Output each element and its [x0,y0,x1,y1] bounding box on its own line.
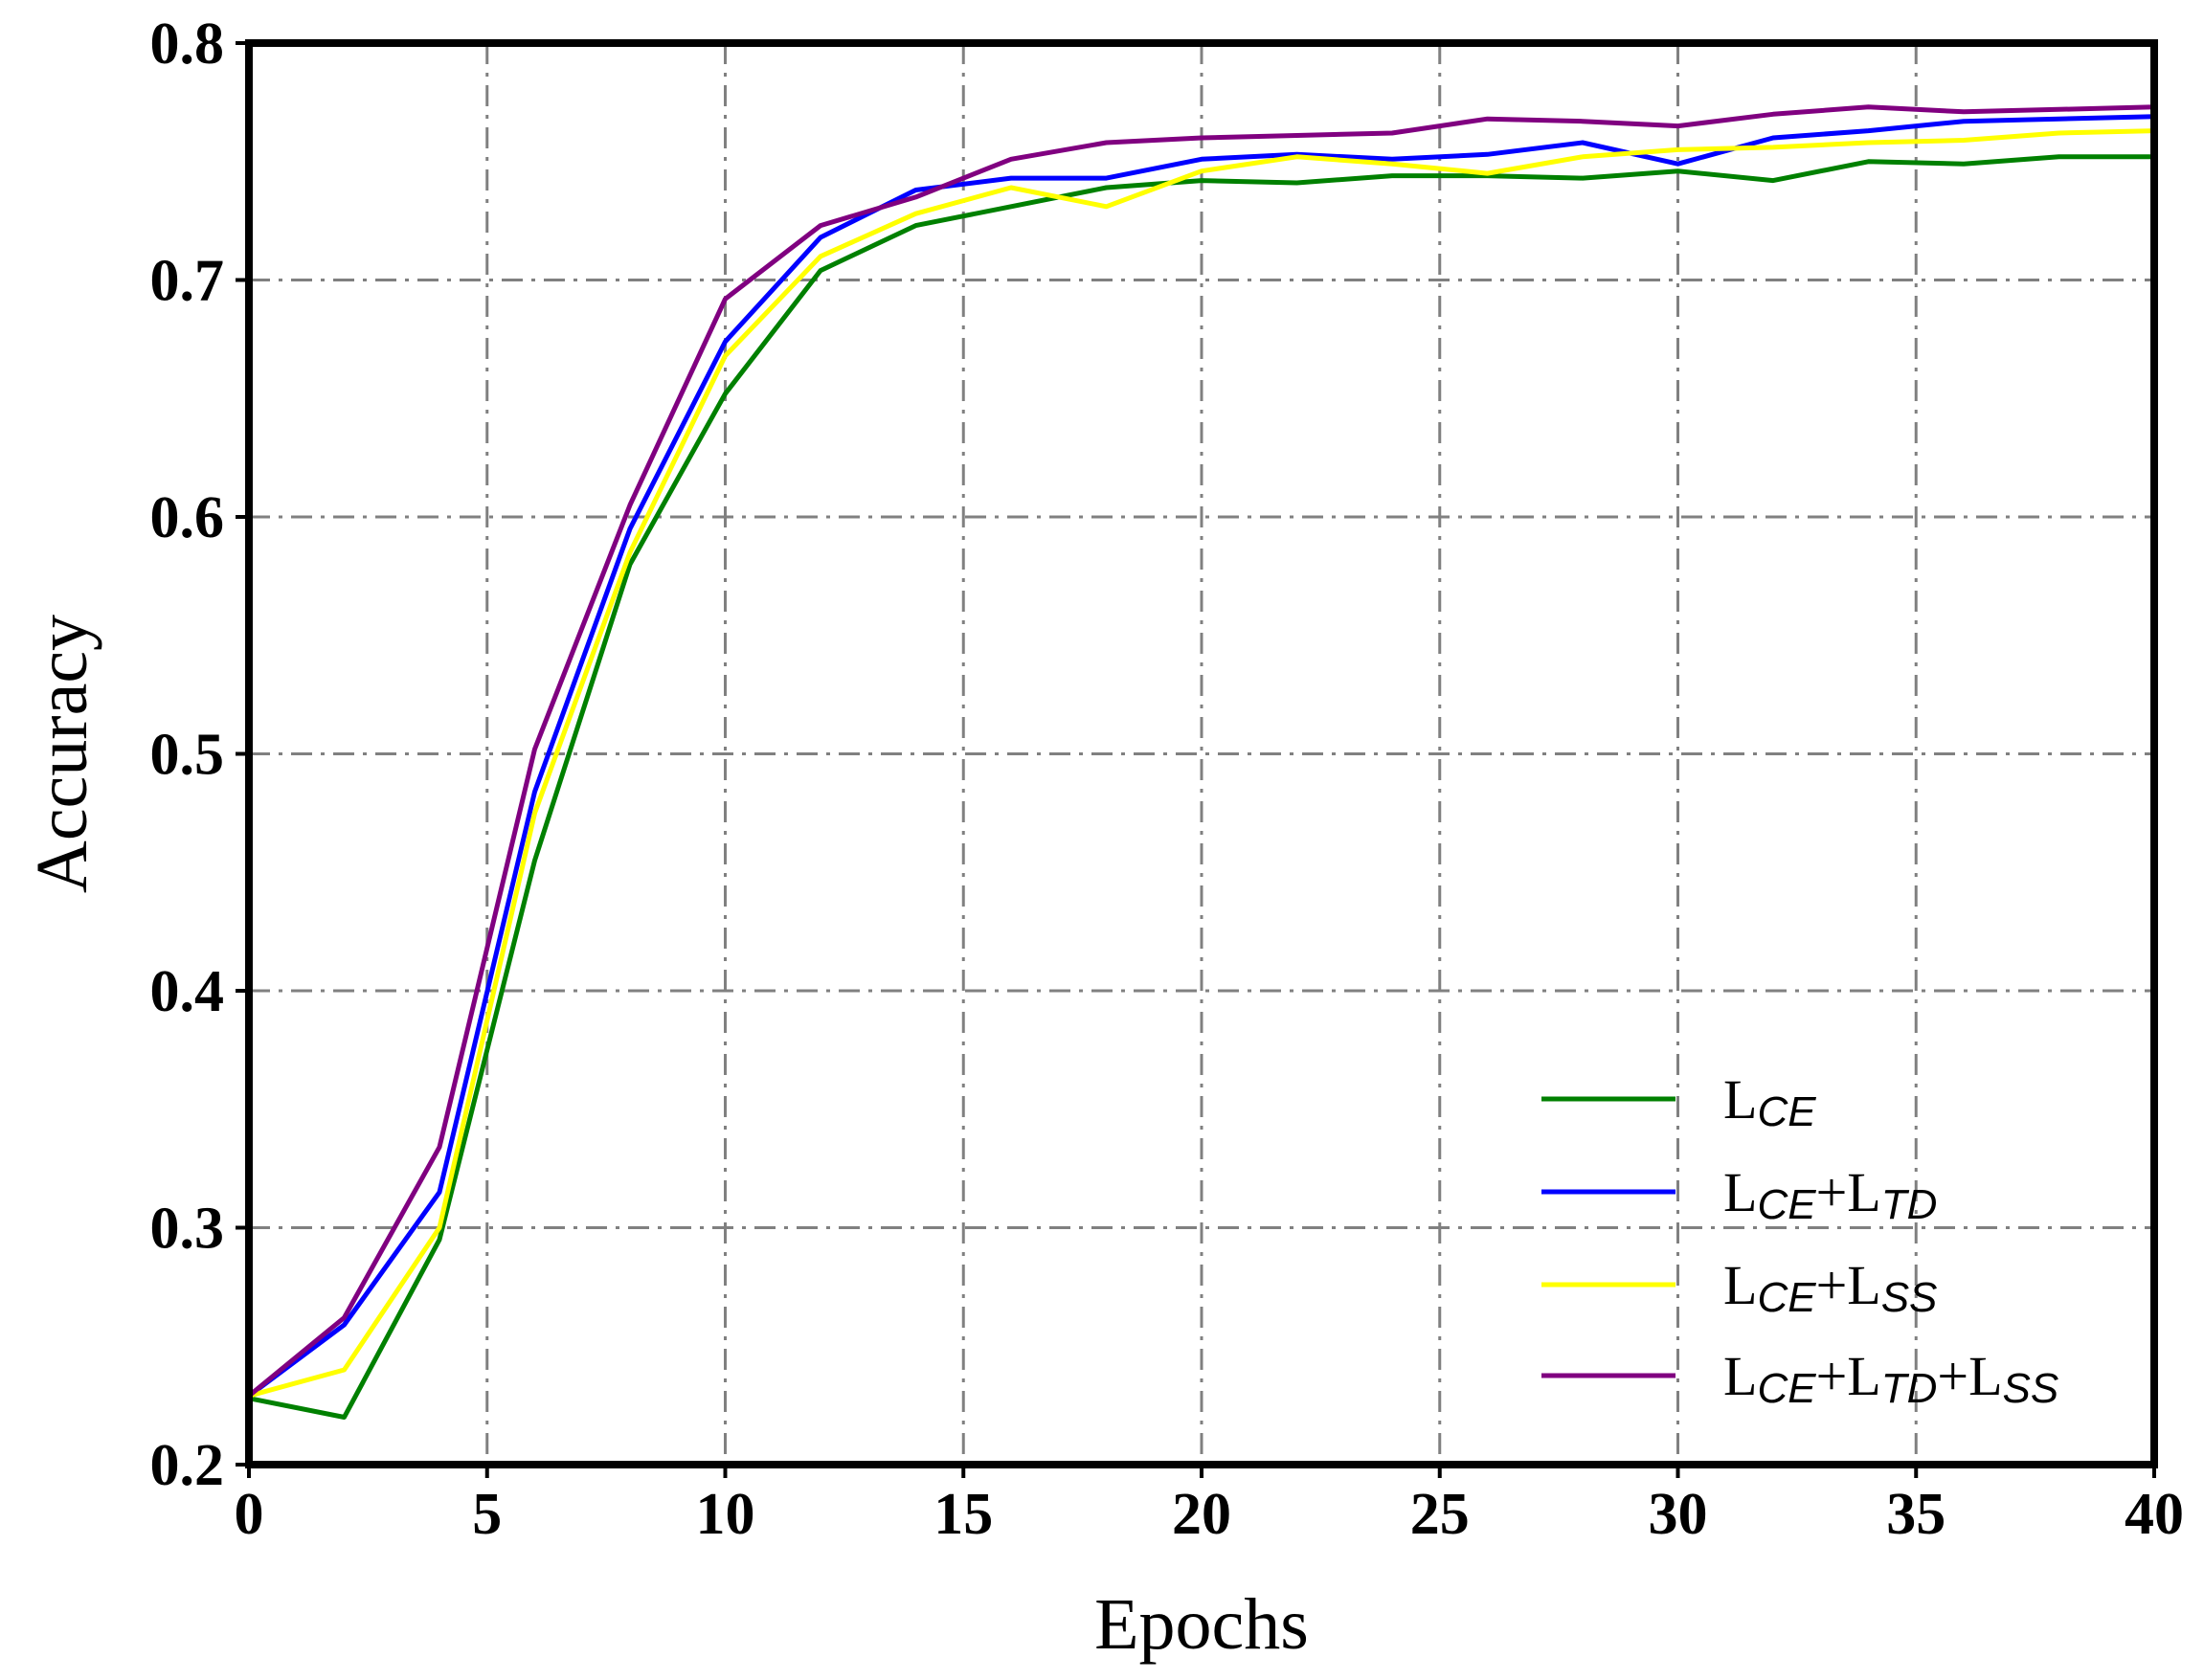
x-tick-label: 0 [235,1482,264,1547]
x-axis-label: Epochs [1094,1584,1309,1665]
legend-label-3: LCE+LSS [1723,1254,1937,1321]
y-axis-ticks: 0.2 0.3 0.4 0.5 0.6 0.7 0.8 [150,11,249,1498]
x-tick-label: 10 [696,1482,755,1547]
x-tick-label: 5 [472,1482,502,1547]
x-tick-label: 15 [933,1482,993,1547]
series-line-2 [247,114,2155,1399]
y-tick-label: 0.4 [150,959,225,1024]
y-axis-label: Accuracy [22,615,102,893]
series-line-3 [248,128,2155,1399]
series-line-1 [248,154,2154,1420]
legend-label-1: LCE [1723,1068,1816,1135]
y-tick-label: 0.3 [150,1197,225,1262]
legend-label-2: LCE+LTD [1723,1161,1937,1228]
series-line-4 [247,104,2155,1399]
y-tick-label: 0.8 [150,11,225,77]
legend: LCE LCE+LTD LCE+LSS LCE+LTD+LSS [1541,1068,2058,1412]
y-tick-label: 0.6 [150,485,225,550]
y-tick-label: 0.7 [150,249,225,314]
legend-label-4: LCE+LTD+LSS [1723,1345,2058,1412]
series-lines [247,104,2155,1420]
x-tick-label: 30 [1649,1482,1708,1547]
x-tick-label: 35 [1886,1482,1945,1547]
x-tick-label: 25 [1410,1482,1470,1547]
x-tick-label: 40 [2125,1482,2184,1547]
y-tick-label: 0.2 [150,1433,225,1498]
x-tick-label: 20 [1172,1482,1231,1547]
x-axis-ticks: 0 5 10 15 20 25 30 35 40 [235,1465,2184,1547]
y-tick-label: 0.5 [150,723,225,788]
grid [249,43,2154,1465]
